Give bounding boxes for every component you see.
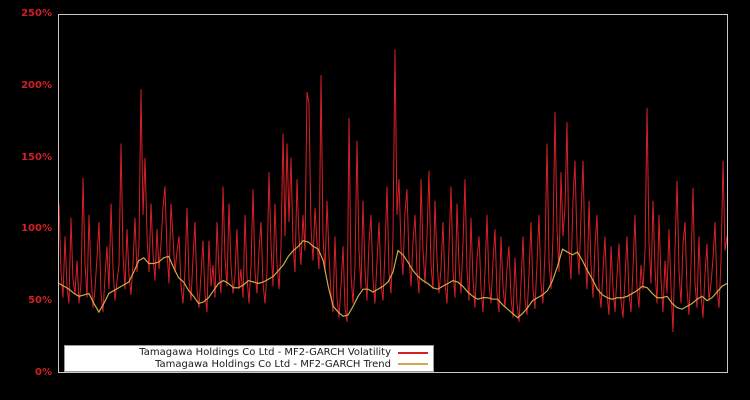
y-tick-label-150: 150% <box>21 152 52 163</box>
legend-item-trend: Tamagawa Holdings Co Ltd - MF2-GARCH Tre… <box>69 359 428 370</box>
y-tick-label-50: 50% <box>28 295 52 306</box>
y-tick-label-200: 200% <box>21 80 52 91</box>
chart-canvas <box>59 49 727 333</box>
legend: Tamagawa Holdings Co Ltd - MF2-GARCH Vol… <box>64 345 434 372</box>
legend-item-volatility: Tamagawa Holdings Co Ltd - MF2-GARCH Vol… <box>69 347 428 358</box>
series-line-0 <box>59 49 727 333</box>
y-tick-label-250: 250% <box>21 8 52 19</box>
y-tick-label-0: 0% <box>35 367 52 378</box>
series-line-1 <box>59 239 727 319</box>
legend-label-trend: Tamagawa Holdings Co Ltd - MF2-GARCH Tre… <box>155 358 391 370</box>
y-tick-label-100: 100% <box>21 223 52 234</box>
legend-label-volatility: Tamagawa Holdings Co Ltd - MF2-GARCH Vol… <box>139 347 391 359</box>
plot-area <box>58 14 728 373</box>
volatility-line-swatch <box>398 351 428 354</box>
trend-line-swatch <box>398 363 428 366</box>
